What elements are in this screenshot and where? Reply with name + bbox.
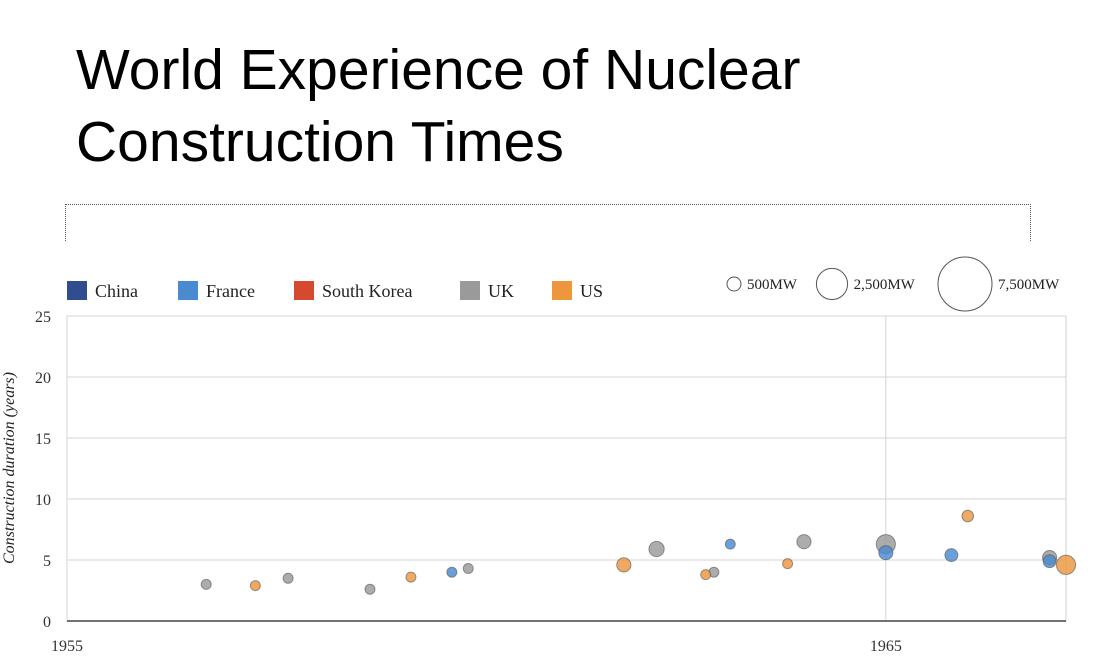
y-tick-label: 5 <box>43 553 51 570</box>
bubble-us <box>1055 554 1077 575</box>
legend-label: US <box>580 281 603 301</box>
legend-swatch <box>460 281 480 300</box>
bubbles <box>200 509 1077 595</box>
bubble-france <box>878 545 894 561</box>
legend-label: South Korea <box>322 281 412 301</box>
legend-swatch <box>552 281 572 300</box>
size-legend-label: 2,500MW <box>854 277 916 293</box>
y-tick-label: 25 <box>35 309 51 326</box>
bubble-us <box>961 509 975 523</box>
legend-label: China <box>95 281 138 301</box>
bubble-us <box>405 571 417 583</box>
country-legend: China France South Korea UK US <box>67 281 603 301</box>
legend-label: UK <box>488 281 514 301</box>
chart-grid <box>66 315 1067 622</box>
y-tick-label: 0 <box>43 614 51 631</box>
y-tick-label: 15 <box>35 431 51 448</box>
bubble-france <box>944 548 959 563</box>
slide-title: World Experience of Nuclear Construction… <box>76 34 1036 178</box>
size-legend-label: 500MW <box>747 277 798 293</box>
x-tick-label: 1965 <box>870 638 902 655</box>
bubble-uk <box>282 572 294 584</box>
size-legend: 500MW 2,500MW 7,500MW <box>726 256 1060 312</box>
axis-ticks: 05101520251955196519751985199520052015 <box>35 309 902 655</box>
legend-swatch <box>294 281 314 300</box>
y-tick-label: 20 <box>35 370 51 387</box>
slide-title-line-1: World Experience of Nuclear <box>76 38 801 102</box>
legend-swatch <box>178 281 198 300</box>
bubble-uk <box>648 540 665 558</box>
size-legend-circle <box>815 267 849 301</box>
bubble-france <box>446 566 458 578</box>
size-legend-circle <box>726 276 742 292</box>
bubble-uk <box>364 583 376 595</box>
placeholder-frame <box>65 204 1031 241</box>
bubble-us <box>700 569 712 581</box>
bubble-us <box>782 558 794 570</box>
legend-swatch <box>67 281 87 300</box>
bubble-uk <box>796 534 812 550</box>
x-tick-label: 1955 <box>51 638 83 655</box>
slide-title-line-2: Construction Times <box>76 110 564 174</box>
bubble-france <box>1042 554 1057 569</box>
plot-frame <box>66 315 1067 622</box>
size-legend-circle <box>937 256 993 312</box>
bubble-us <box>616 557 632 573</box>
bubble-uk <box>462 563 474 575</box>
y-tick-label: 10 <box>35 492 51 509</box>
y-axis-title: Construction duration (years) <box>1 372 18 564</box>
bubble-france <box>724 538 736 550</box>
size-legend-label: 7,500MW <box>998 277 1060 293</box>
legend-label: France <box>206 281 255 301</box>
bubble-uk <box>200 578 212 590</box>
bubble-us <box>249 580 261 592</box>
